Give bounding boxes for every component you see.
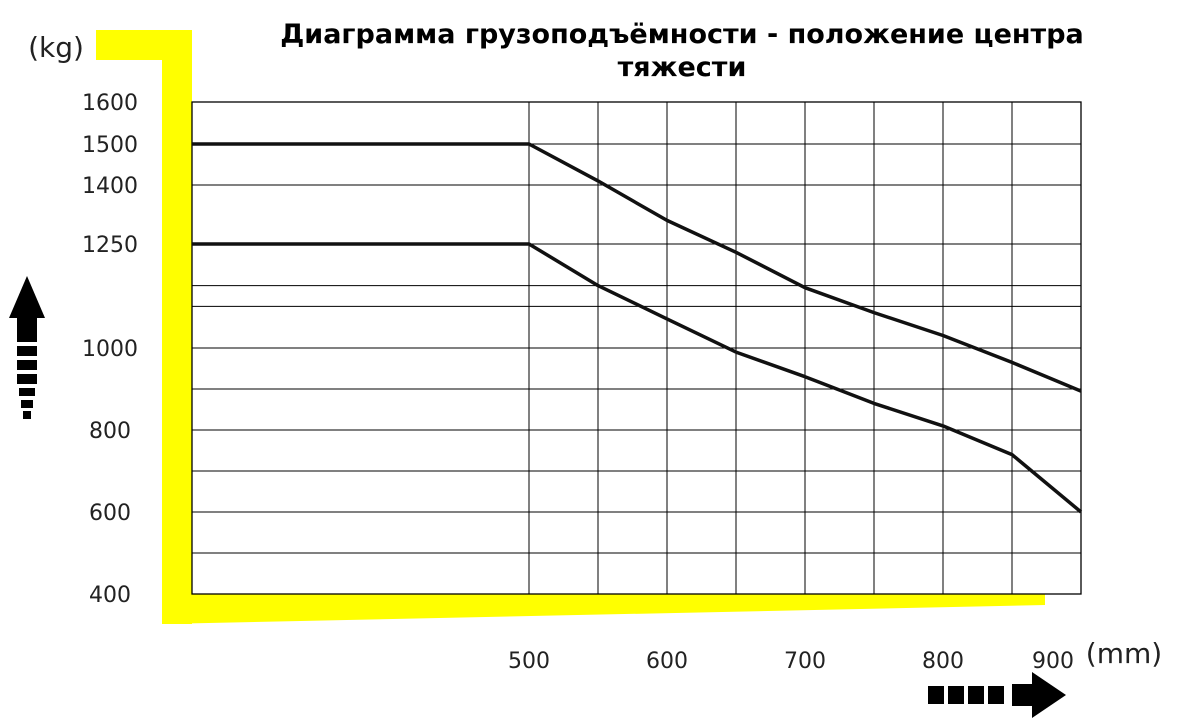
x-tick-label: 900 bbox=[1032, 649, 1074, 674]
y-tick-label: 800 bbox=[89, 419, 131, 444]
y-tick-label: 400 bbox=[89, 583, 131, 608]
chart-title-line-2: тяжести bbox=[618, 52, 747, 83]
y-tick-label: 600 bbox=[89, 501, 131, 526]
y-tick-label: 1500 bbox=[82, 133, 138, 158]
x-tick-label: 700 bbox=[784, 649, 826, 674]
y-tick-label: 1400 bbox=[82, 174, 138, 199]
arrow-up-icon bbox=[9, 276, 45, 419]
y-tick-label: 1250 bbox=[82, 233, 138, 258]
series-line-1 bbox=[192, 142, 1082, 393]
y-tick-label: 1600 bbox=[82, 91, 138, 116]
x-tick-label: 500 bbox=[508, 649, 550, 674]
yellow-frame bbox=[96, 30, 1045, 624]
x-tick-label: 800 bbox=[922, 649, 964, 674]
x-tick-label: 600 bbox=[646, 649, 688, 674]
chart-grid bbox=[191, 101, 1082, 595]
x-axis-unit-label: (mm) bbox=[1086, 637, 1162, 670]
chart-series bbox=[192, 142, 1083, 514]
series-line-2 bbox=[192, 242, 1083, 514]
chart-title-line-1: Диаграмма грузоподъёмности - положение ц… bbox=[280, 19, 1084, 50]
x-tick-labels: 500 600 700 800 900 bbox=[508, 649, 1074, 674]
arrow-right-icon bbox=[928, 672, 1066, 718]
y-tick-labels: 400 600 800 1000 1250 1400 1500 1600 bbox=[82, 91, 138, 608]
y-axis-unit-label: (kg) bbox=[28, 31, 84, 64]
y-tick-label: 1000 bbox=[82, 337, 138, 362]
